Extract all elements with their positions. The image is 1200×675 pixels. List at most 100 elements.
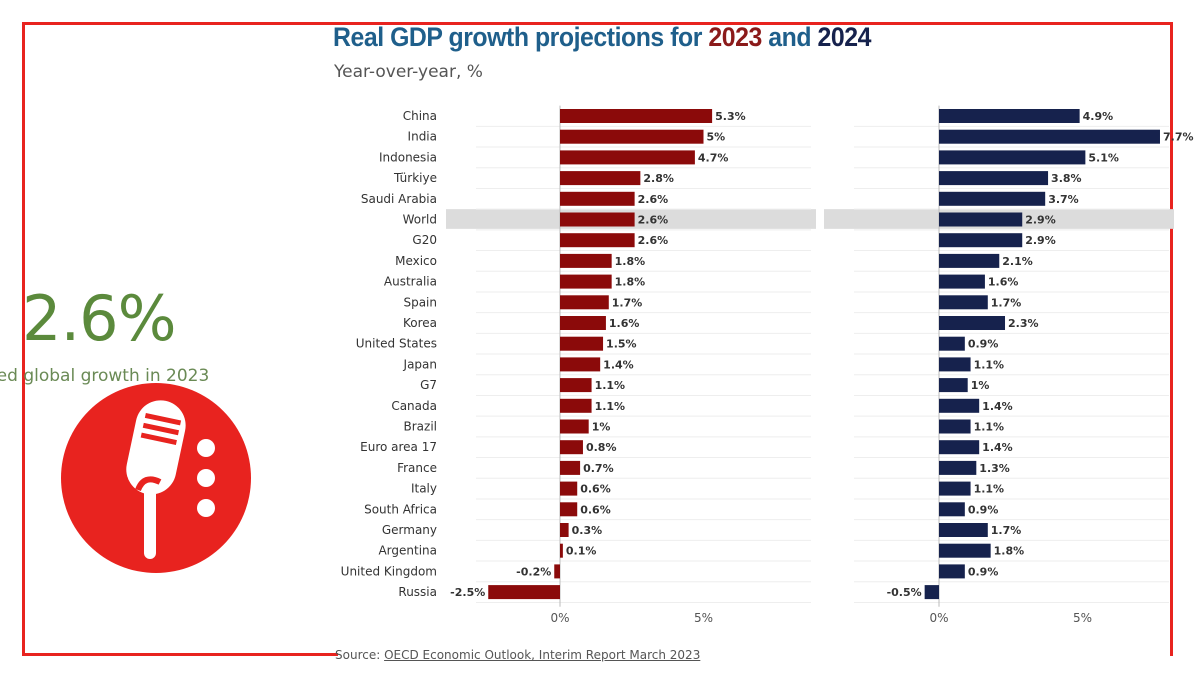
data-label-2023: 1.8% [615, 255, 646, 268]
data-label-2024: 5.1% [1088, 151, 1119, 164]
bar-2023 [560, 357, 601, 372]
data-label-2023: 0.6% [580, 483, 611, 496]
chart-subtitle: Year-over-year, % [334, 62, 483, 82]
title-year-2024: 2024 [817, 22, 872, 52]
category-label: G7 [420, 378, 437, 392]
data-label-2023: 0.8% [586, 441, 617, 454]
bar-2024 [939, 129, 1160, 144]
source-prefix: Source: [335, 648, 385, 662]
bar-2023 [560, 150, 695, 165]
data-label-2023: 0.7% [583, 462, 614, 475]
data-label-2023: 0.6% [580, 503, 611, 516]
data-label-2023: 2.8% [643, 172, 674, 185]
source-link[interactable]: OECD Economic Outlook, Interim Report Ma… [384, 648, 701, 662]
category-label: Euro area 17 [360, 440, 437, 454]
microphone-icon [61, 383, 251, 573]
data-label-2023: 1.1% [595, 400, 626, 413]
data-label-2024: 3.8% [1051, 172, 1082, 185]
global-growth-caption: ted global growth in 2023 [0, 366, 210, 386]
data-label-2023: 2.6% [638, 193, 669, 206]
data-label-2024: 1.1% [974, 358, 1005, 371]
data-label-2023: -0.2% [516, 565, 551, 578]
category-label: Russia [398, 585, 437, 599]
bar-2024 [939, 233, 1023, 248]
title-prefix: Real GDP growth projections for [333, 22, 709, 52]
bar-2024 [939, 274, 985, 289]
bar-2023 [560, 336, 604, 351]
category-label: Italy [411, 482, 437, 496]
category-label: China [403, 109, 437, 123]
data-label-2024: 7.7% [1163, 131, 1194, 144]
global-growth-stat: 2.6% [22, 282, 177, 355]
category-label: World [403, 213, 437, 227]
bar-2024 [939, 316, 1006, 330]
bar-2024 [939, 253, 1000, 268]
data-label-2024: 0.9% [968, 503, 999, 516]
red-frame-bottom [22, 653, 338, 656]
data-label-2024: 1.7% [991, 296, 1022, 309]
bar-2023 [560, 460, 581, 475]
data-label-2024: 3.7% [1048, 193, 1079, 206]
x-tick-label: 0% [550, 611, 569, 625]
category-label: United States [356, 337, 437, 351]
bar-2024 [939, 212, 1023, 227]
data-label-2023: 0.1% [566, 545, 597, 558]
bar-2023 [560, 129, 704, 144]
data-label-2023: -2.5% [450, 586, 485, 599]
category-label: Indonesia [379, 150, 437, 164]
data-label-2023: 1.8% [615, 276, 646, 289]
data-label-2024: 2.9% [1025, 234, 1056, 247]
x-tick-label: 5% [1073, 611, 1092, 625]
bar-2023 [560, 502, 578, 517]
data-label-2024: 1% [971, 379, 990, 392]
category-label: G20 [412, 233, 437, 247]
bar-2023 [560, 295, 609, 310]
data-label-2023: 1.4% [603, 358, 634, 371]
bar-2024 [939, 171, 1049, 186]
bar-2023 [560, 253, 612, 268]
data-label-2024: 2.1% [1002, 255, 1033, 268]
bar-2024 [939, 523, 988, 537]
title-and: and [761, 22, 818, 52]
data-label-2023: 0.3% [572, 524, 603, 537]
data-label-2024: 1.3% [979, 462, 1010, 475]
category-label: Saudi Arabia [361, 192, 437, 206]
bar-2023 [560, 440, 583, 455]
data-label-2023: 1% [592, 421, 611, 434]
bar-2024 [939, 336, 965, 351]
bar-2024 [939, 481, 971, 496]
bar-2023 [560, 419, 589, 434]
bar-2024 [939, 440, 980, 455]
data-label-2023: 4.7% [698, 151, 729, 164]
bar-2023 [560, 274, 612, 289]
bar-2023 [560, 191, 635, 206]
bar-2024 [939, 378, 968, 393]
bar-2023 [560, 171, 641, 186]
bar-2024 [939, 109, 1080, 123]
data-label-2023: 2.6% [638, 234, 669, 247]
bar-2024 [939, 460, 977, 475]
data-label-2024: 1.8% [994, 545, 1025, 558]
data-label-2024: 1.1% [974, 421, 1005, 434]
category-label: Brazil [404, 420, 438, 434]
bar-2023 [560, 316, 606, 330]
source-note: Source: OECD Economic Outlook, Interim R… [335, 648, 700, 662]
category-label: Canada [391, 399, 437, 413]
data-label-2024: 1.1% [974, 483, 1005, 496]
data-label-2024: 1.4% [982, 441, 1013, 454]
category-label: United Kingdom [341, 564, 437, 578]
bar-2024 [939, 419, 971, 434]
bar-2024 [939, 502, 965, 517]
x-tick-label: 0% [929, 611, 948, 625]
bar-2024 [924, 585, 939, 600]
data-label-2023: 1.5% [606, 338, 637, 351]
bar-2023 [560, 523, 569, 537]
data-label-2023: 1.1% [595, 379, 626, 392]
bar-2023 [560, 398, 592, 413]
bar-2024 [939, 543, 991, 558]
bar-2023 [560, 543, 563, 558]
bar-2023 [560, 109, 713, 123]
category-label: Korea [403, 316, 437, 330]
category-label: France [397, 461, 437, 475]
data-label-2023: 5.3% [715, 110, 746, 123]
